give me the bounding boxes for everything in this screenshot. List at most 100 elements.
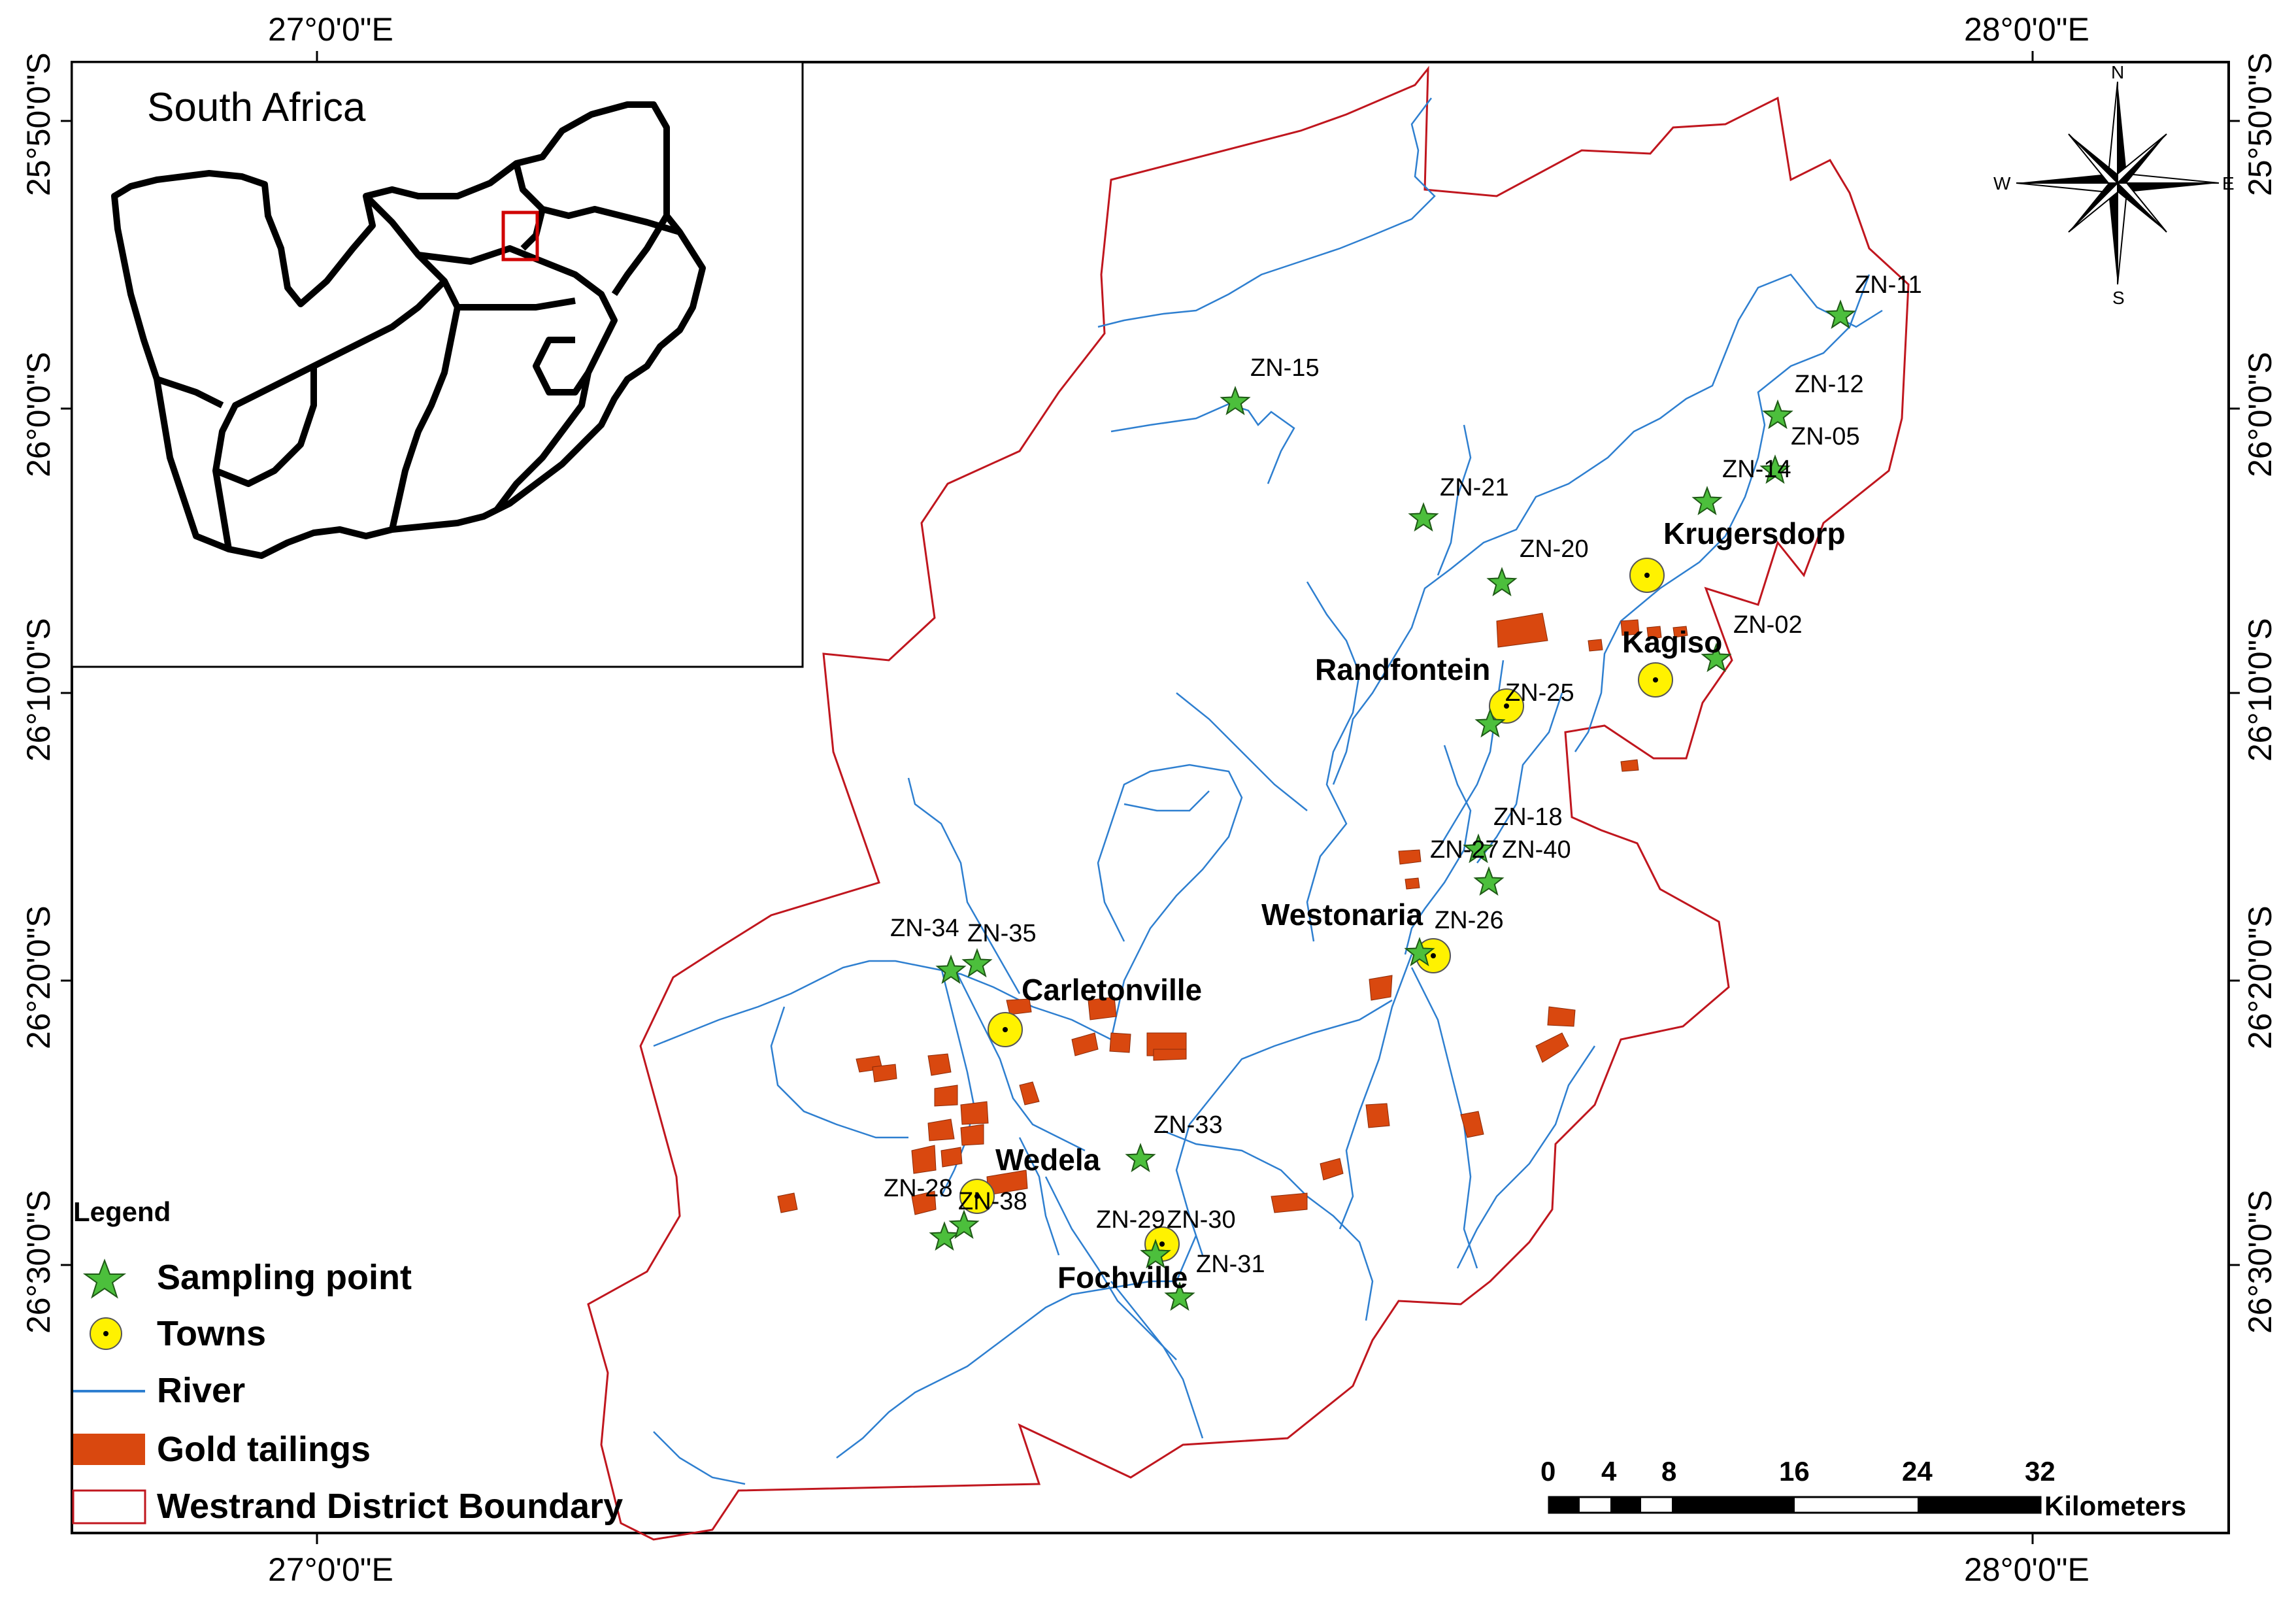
legend-sampling-point-symbol xyxy=(82,1258,127,1299)
legend-label-boundary: Westrand District Boundary xyxy=(157,1487,623,1526)
site-label-zn-31: ZN-31 xyxy=(1196,1251,1265,1278)
scale-bar: 0 4 8 16 24 32 Kilometers xyxy=(1540,1456,2186,1521)
gold-tailings xyxy=(777,613,1688,1215)
sampling-point-zn-26 xyxy=(1404,937,1435,967)
town-marker-kagiso xyxy=(1638,662,1673,698)
site-label-zn-30: ZN-30 xyxy=(1167,1206,1236,1234)
lat-label-right-26-20: 26°20'0"S xyxy=(2242,905,2278,1049)
site-labels: ZN-11 ZN-15 ZN-12 ZN-05 ZN-14 ZN-21 ZN-2… xyxy=(884,271,1922,1278)
lat-label-right-26-00: 26°0'0"S xyxy=(2242,352,2278,477)
sampling-point-zn-11 xyxy=(1825,299,1856,329)
inset-frame xyxy=(71,61,804,668)
lat-label-left-26-10: 26°10'0"S xyxy=(20,618,57,762)
sampling-points-layer xyxy=(929,299,1856,1311)
town-marker-wedela xyxy=(959,1179,995,1214)
site-label-zn-35: ZN-35 xyxy=(967,920,1037,947)
scale-unit: Kilometers xyxy=(2044,1491,2186,1521)
scale-tick-24: 24 xyxy=(1902,1456,1933,1487)
town-label-westonaria: Westonaria xyxy=(1261,898,1423,932)
town-label-kagiso: Kagiso xyxy=(1622,625,1722,659)
site-label-zn-12: ZN-12 xyxy=(1795,371,1864,398)
lat-label-right-26-30: 26°30'0"S xyxy=(2242,1190,2278,1334)
sampling-point-zn-15 xyxy=(1220,386,1251,416)
site-label-zn-05: ZN-05 xyxy=(1791,423,1860,450)
site-label-zn-38: ZN-38 xyxy=(958,1188,1027,1215)
site-label-zn-33: ZN-33 xyxy=(1154,1111,1223,1139)
lat-label-left-26-00: 26°0'0"S xyxy=(20,352,57,477)
towns-layer xyxy=(959,558,1673,1262)
site-label-zn-14: ZN-14 xyxy=(1722,456,1791,483)
lon-label-bottom-left: 27°0'0"E xyxy=(268,1551,393,1588)
sampling-point-zn-40 xyxy=(1473,866,1505,896)
sampling-point-zn-21 xyxy=(1408,502,1439,532)
site-label-zn-28: ZN-28 xyxy=(884,1175,953,1202)
sampling-point-zn-30 xyxy=(1140,1239,1171,1269)
legend-label-towns: Towns xyxy=(157,1314,266,1353)
sampling-point-zn-38 xyxy=(948,1209,980,1239)
legend: Legend Sampling point Towns River Gold t… xyxy=(72,1196,623,1526)
inset-title: South Africa xyxy=(147,85,366,130)
sampling-point-zn-33 xyxy=(1125,1143,1156,1173)
sampling-point-zn-05 xyxy=(1762,399,1793,430)
lat-label-left-26-20: 26°20'0"S xyxy=(20,905,57,1049)
compass-w: W xyxy=(1993,173,2011,194)
sampling-point-extra xyxy=(1691,486,1723,516)
site-label-zn-34: ZN-34 xyxy=(890,915,959,942)
study-area-marker xyxy=(501,211,539,261)
legend-label-sampling-point: Sampling point xyxy=(157,1258,412,1297)
scale-tick-16: 16 xyxy=(1779,1456,1810,1487)
sampling-point-zn-28 xyxy=(929,1221,960,1251)
scale-tick-4: 4 xyxy=(1601,1456,1617,1487)
lat-label-right-26-10: 26°10'0"S xyxy=(2242,618,2278,762)
site-label-zn-25: ZN-25 xyxy=(1505,679,1574,707)
lon-label-top-right: 28°0'0"E xyxy=(1964,11,2089,48)
scale-tick-0: 0 xyxy=(1540,1456,1556,1487)
site-label-zn-02: ZN-02 xyxy=(1733,611,1803,639)
south-africa-outline xyxy=(111,101,706,559)
legend-title: Legend xyxy=(73,1196,171,1227)
sampling-point-zn-34 xyxy=(935,954,967,985)
legend-gold-tailings-symbol xyxy=(73,1434,145,1465)
lat-label-left-26-30: 26°30'0"S xyxy=(20,1190,57,1334)
town-marker-randfontein xyxy=(1489,688,1524,724)
compass-e: E xyxy=(2222,173,2235,194)
town-label-randfontein: Randfontein xyxy=(1315,652,1490,686)
compass-rose: N S E W xyxy=(1993,62,2235,308)
site-label-zn-18: ZN-18 xyxy=(1493,803,1563,831)
town-label-fochville: Fochville xyxy=(1057,1260,1188,1294)
sampling-point-zn-20 xyxy=(1486,567,1518,597)
sampling-point-zn-35 xyxy=(961,948,993,978)
town-label-krugersdorp: Krugersdorp xyxy=(1663,516,1846,550)
sampling-point-zn-31 xyxy=(1164,1281,1195,1311)
sampling-point-zn-14 xyxy=(1759,454,1791,484)
legend-label-river: River xyxy=(157,1371,245,1410)
graticule-ticks xyxy=(61,51,2240,1544)
compass-n: N xyxy=(2111,62,2124,82)
town-marker-westonaria xyxy=(1416,938,1451,973)
site-label-zn-29: ZN-29 xyxy=(1096,1206,1165,1234)
site-label-zn-26: ZN-26 xyxy=(1435,907,1504,934)
site-label-zn-40: ZN-40 xyxy=(1502,836,1571,864)
town-label-carletonville: Carletonville xyxy=(1022,973,1202,1007)
westrand-district-boundary xyxy=(587,65,1910,1541)
scale-tick-8: 8 xyxy=(1661,1456,1676,1487)
scale-tick-32: 32 xyxy=(2025,1456,2055,1487)
legend-label-gold-tailings: Gold tailings xyxy=(157,1430,371,1469)
sampling-point-zn-25 xyxy=(1474,708,1506,738)
sampling-point-zn-02 xyxy=(1701,643,1732,673)
site-label-zn-27: ZN-27 xyxy=(1430,836,1499,864)
site-label-zn-11: ZN-11 xyxy=(1855,271,1922,299)
town-marker-krugersdorp xyxy=(1629,558,1665,593)
lon-label-bottom-right: 28°0'0"E xyxy=(1964,1551,2089,1588)
town-marker-carletonville xyxy=(988,1012,1023,1047)
lon-label-top-left: 27°0'0"E xyxy=(268,11,393,48)
site-label-zn-20: ZN-20 xyxy=(1520,535,1589,563)
town-label-wedela: Wedela xyxy=(995,1143,1101,1177)
inset-map: South Africa xyxy=(71,61,804,668)
sampling-point-zn-27 xyxy=(1463,834,1494,864)
legend-boundary-symbol xyxy=(72,1489,146,1525)
lat-label-right-25-50: 25°50'0"S xyxy=(2242,52,2278,196)
compass-s: S xyxy=(2112,288,2125,308)
town-labels: Krugersdorp Kagiso Randfontein Westonari… xyxy=(995,516,1846,1294)
